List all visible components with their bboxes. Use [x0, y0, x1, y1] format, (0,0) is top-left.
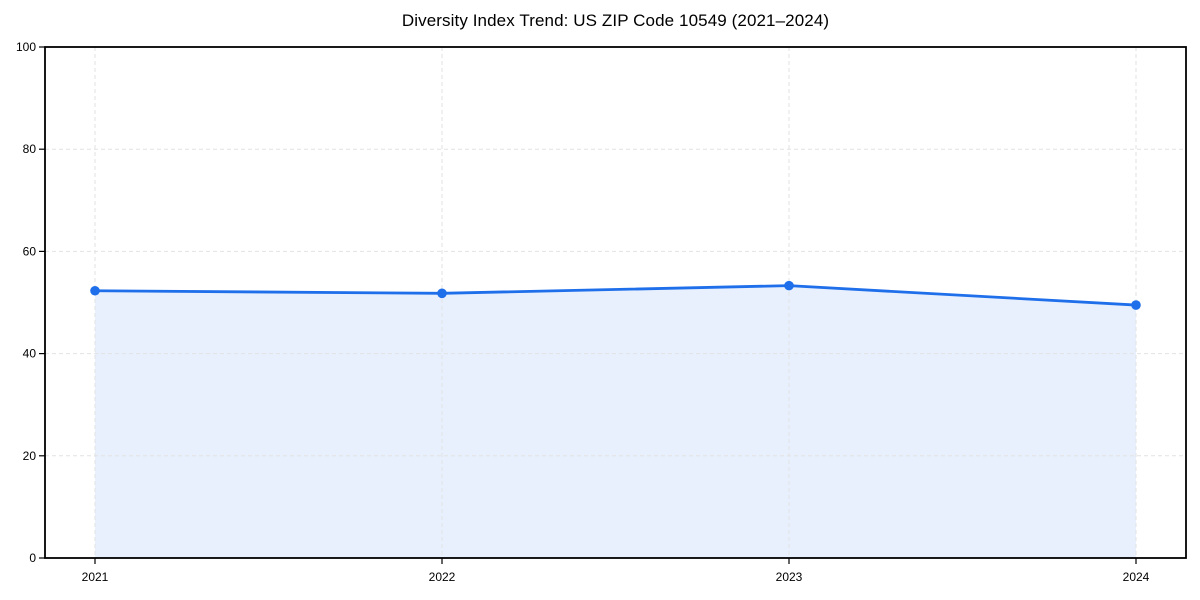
x-tick-label: 2023	[776, 570, 803, 584]
y-tick-label: 60	[23, 244, 37, 258]
data-point-2021	[90, 285, 100, 296]
x-tick-label: 2022	[429, 570, 456, 584]
data-point-2023	[784, 280, 794, 291]
y-tick-label: 40	[23, 347, 37, 361]
x-tick-label: 2024	[1123, 570, 1150, 584]
y-tick-label: 100	[16, 40, 36, 54]
y-tick-label: 20	[23, 449, 37, 463]
data-point-2022	[437, 288, 447, 299]
y-tick-label: 0	[29, 551, 36, 565]
chart-title: Diversity Index Trend: US ZIP Code 10549…	[401, 11, 830, 30]
area-fill	[95, 285, 1136, 558]
plot-border	[44, 46, 1187, 559]
y-tick-label: 80	[23, 142, 37, 156]
x-tick-label: 2021	[82, 570, 109, 584]
trend-line	[93, 284, 1138, 307]
data-point-2024	[1131, 300, 1141, 310]
